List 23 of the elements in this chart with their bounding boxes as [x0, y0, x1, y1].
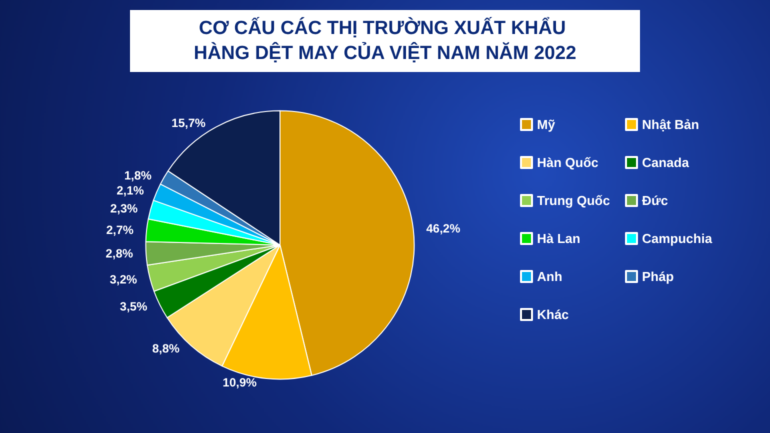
legend-label: Pháp [642, 269, 674, 284]
legend-label: Đức [642, 193, 668, 208]
data-label: 3,5% [120, 300, 148, 314]
data-label: 2,7% [106, 222, 134, 237]
legend-label: Trung Quốc [537, 193, 610, 208]
legend-label: Hàn Quốc [537, 155, 598, 170]
legend-label: Campuchia [642, 231, 713, 246]
legend-label: Mỹ [537, 117, 556, 132]
data-label: 2,8% [106, 246, 134, 261]
data-label: 3,2% [110, 272, 138, 286]
legend-label: Canada [642, 155, 690, 170]
data-label: 2,3% [110, 202, 138, 216]
chart-title: CƠ CẤU CÁC THỊ TRƯỜNG XUẤT KHẨU HÀNG DỆT MAY CỦA VIỆT NAM NĂM 2022 [194, 16, 576, 64]
data-label: 10,9% [222, 375, 258, 390]
legend-label: Hà Lan [537, 231, 580, 246]
legend-label: Khác [537, 307, 569, 322]
data-label: 2,1% [116, 184, 144, 198]
legend-label: Anh [537, 269, 562, 284]
data-label: 46,2% [426, 222, 461, 236]
data-label: 1,8% [124, 168, 152, 182]
data-label: 15,7% [172, 116, 206, 130]
legend-label: Nhật Bản [642, 117, 700, 132]
data-label: 8,8% [152, 342, 180, 356]
